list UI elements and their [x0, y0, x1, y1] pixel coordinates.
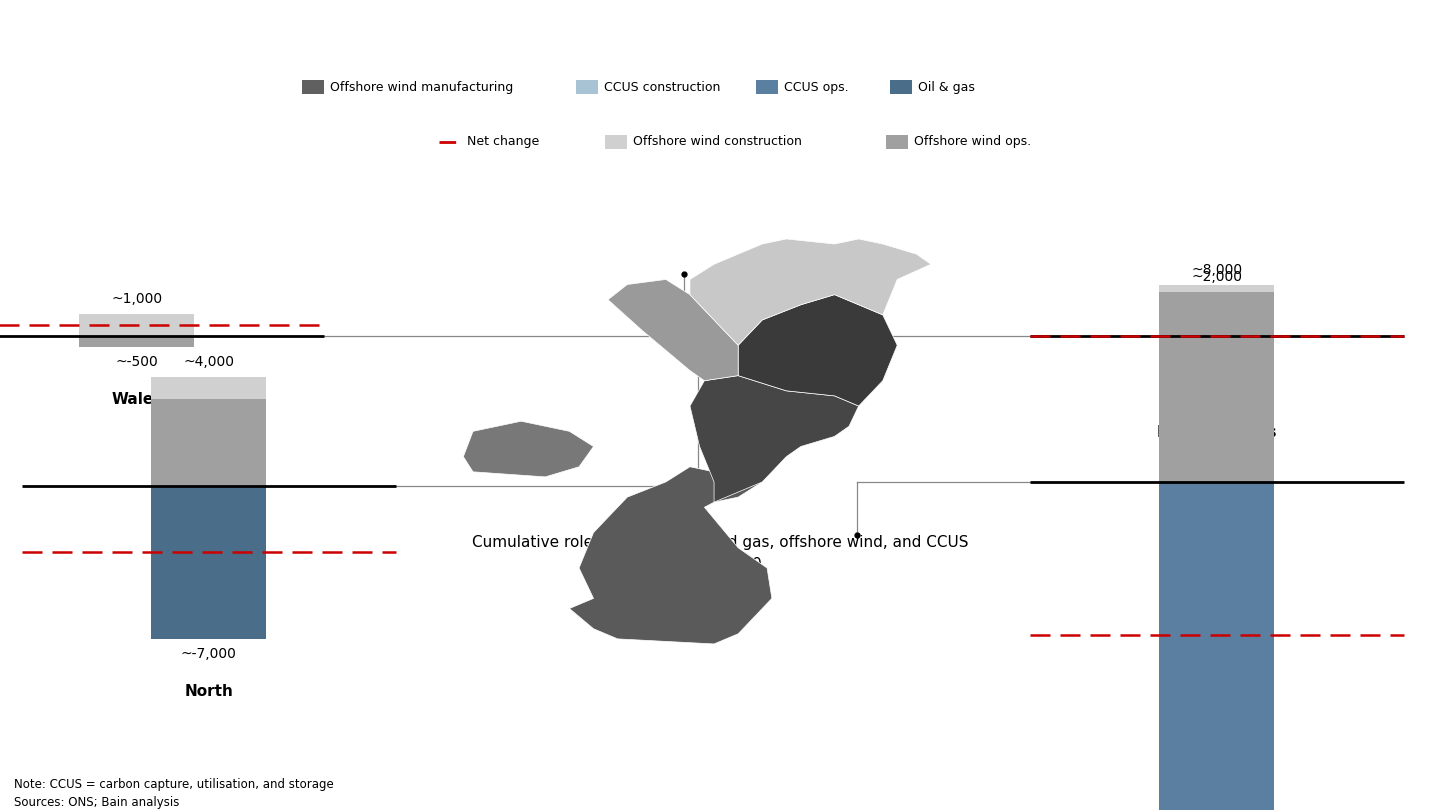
Bar — [886, 134, 907, 149]
Bar — [151, 399, 266, 486]
Text: ~2,000: ~2,000 — [1191, 271, 1243, 284]
Text: ~4,000: ~4,000 — [183, 355, 235, 369]
Bar — [151, 377, 266, 399]
Text: Note: CCUS = carbon capture, utilisation, and storage
Sources: ONS; Bain analysi: Note: CCUS = carbon capture, utilisation… — [14, 778, 334, 808]
Text: CCUS ops.: CCUS ops. — [783, 81, 848, 94]
Bar — [1159, 292, 1274, 336]
Bar — [1159, 336, 1274, 380]
Text: East Midlands: East Midlands — [1158, 425, 1276, 440]
Text: Net change: Net change — [467, 135, 540, 148]
Bar — [79, 314, 194, 336]
Bar — [151, 486, 266, 639]
Text: ~1,000: ~1,000 — [111, 292, 163, 306]
Text: Offshore wind construction: Offshore wind construction — [632, 135, 802, 148]
Text: ~-2,000: ~-2,000 — [1189, 388, 1244, 402]
Text: Cumulative role changes in oil and gas, offshore wind, and CCUS
2030–2050: Cumulative role changes in oil and gas, … — [472, 535, 968, 572]
Text: North: North — [184, 684, 233, 699]
Text: Offshore wind ops.: Offshore wind ops. — [913, 135, 1031, 148]
Bar — [605, 134, 626, 149]
Text: ~-7,000: ~-7,000 — [181, 647, 236, 661]
Bar — [1159, 482, 1274, 810]
Bar — [302, 80, 324, 95]
Bar — [890, 80, 912, 95]
Text: ~8,000: ~8,000 — [1191, 263, 1243, 277]
Text: Oil & gas: Oil & gas — [917, 81, 975, 94]
Bar — [79, 336, 194, 347]
Bar — [576, 80, 598, 95]
Text: ~-500: ~-500 — [115, 355, 158, 369]
Text: Offshore wind manufacturing: Offshore wind manufacturing — [330, 81, 514, 94]
Bar — [756, 80, 778, 95]
Text: CCUS construction: CCUS construction — [603, 81, 720, 94]
Bar — [1159, 285, 1274, 307]
Bar — [1159, 307, 1274, 482]
Text: Wales: Wales — [111, 392, 163, 407]
